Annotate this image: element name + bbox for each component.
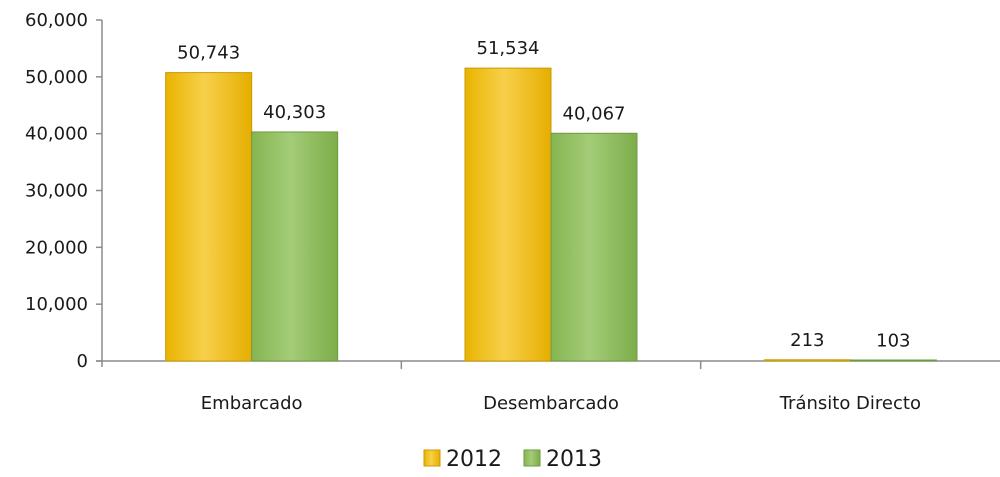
x-tick-label: Embarcado: [201, 393, 303, 414]
y-tick-label: 30,000: [25, 181, 88, 202]
bar: [849, 359, 937, 362]
data-label: 51,534: [477, 38, 540, 59]
bars: [165, 67, 937, 362]
x-tick-label: Tránsito Directo: [779, 393, 921, 414]
data-label: 213: [790, 330, 824, 351]
y-tick-label: 10,000: [25, 294, 88, 315]
legend: 2012 2013: [423, 447, 602, 472]
bar: [464, 67, 552, 362]
legend-label: 2013: [546, 447, 602, 472]
bar: [251, 131, 339, 362]
y-tick-label: 60,000: [25, 10, 88, 31]
bar: [763, 359, 851, 362]
bar: [550, 132, 638, 362]
legend-swatch: [523, 449, 541, 467]
labels: Embarcado Desembarcado Tránsito Directo 50,…: [177, 38, 921, 414]
legend-label: 2012: [446, 447, 502, 472]
y-tick-label: 0: [77, 351, 88, 372]
data-label: 40,303: [263, 102, 326, 123]
legend-swatch: [423, 449, 441, 467]
data-label: 103: [876, 330, 910, 351]
y-tick-label: 20,000: [25, 237, 88, 258]
y-tick-label: 50,000: [25, 67, 88, 88]
x-tick-label: Desembarcado: [483, 393, 619, 414]
axes: 0 10,000 20,000 30,000 40,000 50,000 60,000: [25, 10, 1000, 372]
data-label: 50,743: [177, 43, 240, 64]
data-label: 40,067: [563, 103, 626, 124]
bar: [165, 72, 253, 362]
y-tick-label: 40,000: [25, 124, 88, 145]
